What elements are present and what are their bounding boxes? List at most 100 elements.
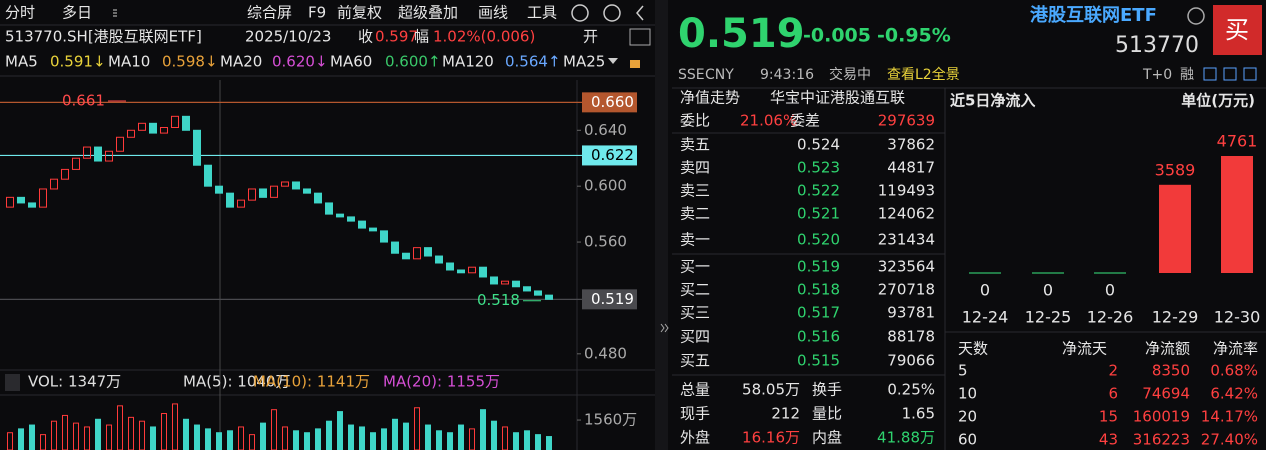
- table-header: 净流率: [1213, 340, 1258, 358]
- stat-label: 现手: [680, 405, 710, 423]
- candle: [468, 266, 476, 274]
- menu-item[interactable]: 前复权: [337, 4, 382, 22]
- order-price: 0.520: [797, 231, 840, 249]
- value-label: 3589: [1155, 160, 1196, 179]
- menu-item[interactable]: 工具: [527, 4, 557, 22]
- table-header: 净流天: [1062, 340, 1107, 358]
- inflow-unit: 单位(万元): [1181, 92, 1255, 110]
- volume-bar: [403, 422, 409, 450]
- candle: [369, 227, 377, 232]
- currency: CNY: [705, 67, 734, 83]
- order-price: 0.524: [797, 136, 840, 154]
- l2-link[interactable]: 查看L2全景: [887, 66, 960, 83]
- menu-item[interactable]: 超级叠加: [398, 4, 458, 22]
- volume-bar: [62, 414, 68, 450]
- x-tick-label: 12-25: [1025, 308, 1072, 327]
- level-label: 0.660: [591, 93, 634, 111]
- candle: [325, 202, 333, 215]
- order-label: 买三: [680, 304, 710, 322]
- order-price: 0.515: [797, 352, 840, 370]
- info-icon[interactable]: [1187, 7, 1205, 25]
- buy-button[interactable]: [1213, 5, 1262, 55]
- lock-icon[interactable]: [630, 60, 640, 68]
- change: -0.005: [803, 25, 871, 47]
- order-price: 0.518: [797, 281, 840, 299]
- candle: [248, 188, 256, 201]
- order-label: 卖三: [680, 182, 710, 200]
- value-label: 0: [980, 281, 990, 300]
- table-cell: 15: [1099, 408, 1118, 426]
- table-cell: 60: [958, 431, 977, 449]
- y-tick-label: 0.640: [584, 121, 627, 139]
- volume-bar: [106, 424, 112, 450]
- volume-bar: [183, 418, 189, 450]
- order-label: 卖五: [680, 136, 710, 154]
- volume-bar: [7, 432, 13, 450]
- open-label: 开: [583, 28, 598, 46]
- wp-icon[interactable]: [629, 28, 651, 46]
- candle: [501, 280, 509, 285]
- candle: [479, 266, 487, 278]
- stat-value: 41.88万: [877, 429, 935, 447]
- fund-code: 513770: [1115, 33, 1199, 58]
- expand-icon[interactable]: [660, 323, 669, 333]
- settings-icon[interactable]: [571, 4, 589, 22]
- volume-legend: MA(20): 1155万: [383, 373, 500, 391]
- table-header: 净流额: [1145, 340, 1190, 358]
- y-tick-label: 0.560: [584, 233, 627, 251]
- candle: [457, 269, 465, 274]
- tool-icon[interactable]: [1243, 67, 1257, 81]
- tab[interactable]: 分时: [5, 4, 35, 22]
- candle: [523, 286, 531, 292]
- volume-bar: [150, 426, 156, 450]
- order-volume: 93781: [887, 304, 935, 322]
- table-cell: 27.40%: [1201, 431, 1258, 449]
- order-volume: 270718: [878, 281, 935, 299]
- candle: [105, 150, 113, 162]
- order-label: 卖一: [680, 231, 710, 249]
- stat-label: 外盘: [680, 429, 710, 447]
- code-name: 513770.SH[港股互联网ETF]: [5, 28, 202, 46]
- ma-name: MA20: [220, 53, 262, 71]
- candle: [6, 196, 14, 208]
- stat-value: 0.25%: [887, 381, 935, 399]
- stat-value: 16.16万: [742, 429, 800, 447]
- menu-item[interactable]: F9: [308, 4, 326, 22]
- table-cell: 8350: [1152, 362, 1190, 380]
- y-tick-label: 0.480: [584, 344, 627, 362]
- buy-label[interactable]: 买: [1225, 16, 1249, 44]
- menu-item[interactable]: 画线: [478, 4, 508, 22]
- date: 2025/10/23: [245, 28, 331, 46]
- volume-bar: [348, 424, 354, 450]
- divider[interactable]: [655, 0, 668, 450]
- candle: [391, 241, 399, 254]
- nav-trend[interactable]: 净值走势: [680, 89, 740, 107]
- level-label: 0.622: [591, 146, 634, 164]
- ma-value: 0.600↑: [385, 53, 441, 71]
- fund-name: 港股互联网ETF: [1030, 5, 1157, 26]
- wei-cha-label: 委差: [790, 112, 820, 130]
- help-icon[interactable]: [603, 4, 621, 22]
- wei-bi: 21.06%: [740, 112, 797, 130]
- dropdown-icon[interactable]: [608, 58, 618, 64]
- y-tick-label: 0.600: [584, 177, 627, 195]
- candle: [83, 146, 91, 159]
- x-tick-label: 12-24: [962, 308, 1009, 327]
- order-price: 0.522: [797, 182, 840, 200]
- help-box[interactable]: [5, 374, 20, 391]
- tool-icon[interactable]: [1203, 67, 1217, 81]
- stat-label: 内盘: [812, 429, 842, 447]
- tab[interactable]: 多日: [62, 4, 92, 22]
- order-volume: 37862: [887, 136, 935, 154]
- volume-bar: [480, 409, 486, 450]
- volume-bar: [139, 420, 145, 450]
- menu-icon[interactable]: [113, 9, 117, 17]
- menu-item[interactable]: 综合屏: [247, 4, 292, 22]
- collapse-icon[interactable]: [636, 5, 644, 21]
- rong-label: 融: [1180, 67, 1194, 83]
- order-volume: 124062: [878, 205, 935, 223]
- order-volume: 44817: [887, 159, 935, 177]
- tool-icon[interactable]: [1223, 67, 1237, 81]
